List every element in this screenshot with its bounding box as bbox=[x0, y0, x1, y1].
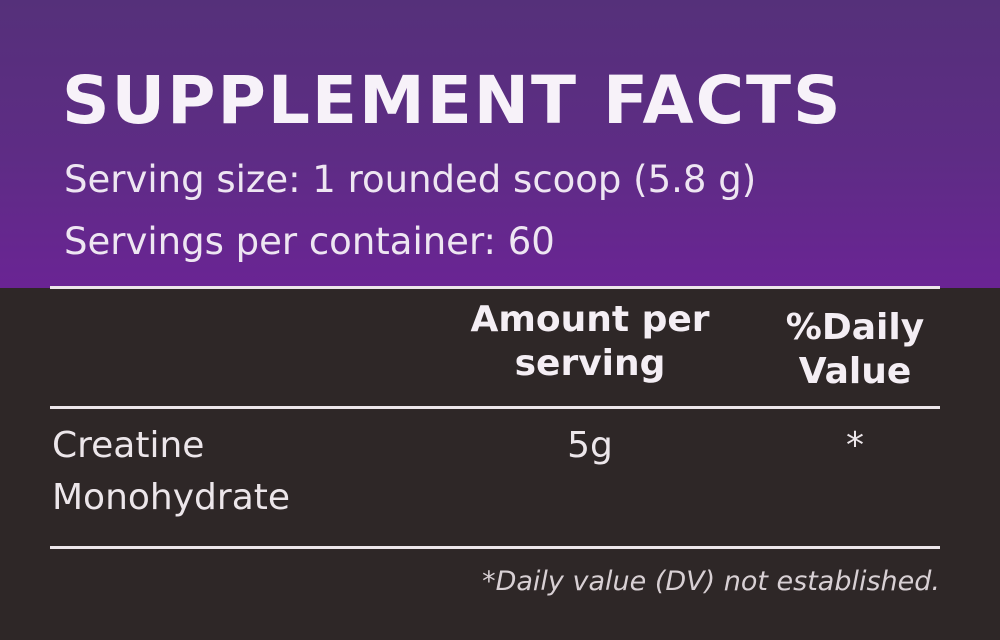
amount-header: Amount per serving bbox=[470, 299, 710, 384]
header-band bbox=[0, 0, 1000, 288]
ingredient-amount: 5g bbox=[567, 425, 613, 466]
footnote: *Daily value (DV) not established. bbox=[482, 566, 940, 597]
ingredient-daily-value: * bbox=[846, 425, 864, 466]
page-title: SUPPLEMENT FACTS bbox=[62, 62, 843, 139]
serving-size: Serving size: 1 rounded scoop (5.8 g) bbox=[64, 158, 757, 201]
divider bbox=[50, 546, 940, 549]
daily-value-header: %Daily Value bbox=[785, 307, 925, 392]
ingredient-name: Creatine Monohydrate bbox=[52, 425, 291, 518]
divider bbox=[50, 406, 940, 409]
divider bbox=[50, 286, 940, 289]
servings-per-container: Servings per container: 60 bbox=[64, 220, 555, 263]
